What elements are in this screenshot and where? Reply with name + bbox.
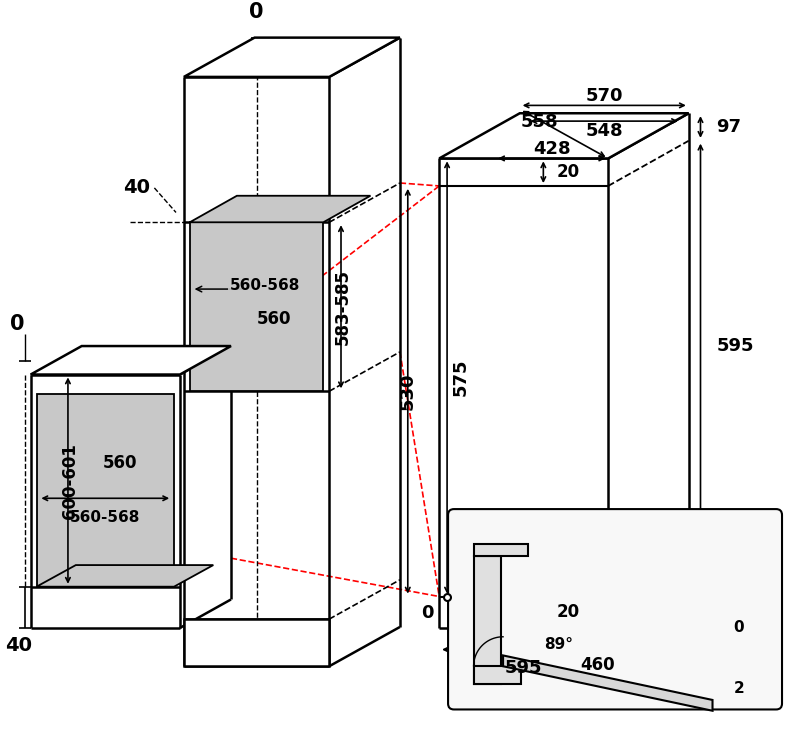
Polygon shape bbox=[30, 346, 231, 375]
Text: 560-568: 560-568 bbox=[70, 510, 141, 525]
Text: 530: 530 bbox=[398, 373, 417, 410]
Text: 560: 560 bbox=[257, 309, 291, 328]
Text: 600-601: 600-601 bbox=[61, 442, 79, 519]
Text: 583-585: 583-585 bbox=[334, 269, 352, 345]
Polygon shape bbox=[190, 222, 323, 391]
Text: 20: 20 bbox=[557, 163, 580, 182]
Text: 595: 595 bbox=[505, 659, 542, 678]
Bar bbox=[184, 619, 330, 666]
Text: 40: 40 bbox=[6, 636, 32, 655]
Text: 570: 570 bbox=[586, 87, 623, 104]
Text: 0: 0 bbox=[250, 2, 264, 22]
Text: 2: 2 bbox=[734, 681, 744, 696]
Polygon shape bbox=[37, 565, 214, 587]
Bar bbox=[474, 666, 521, 684]
Text: 595: 595 bbox=[716, 337, 754, 355]
Text: 20: 20 bbox=[557, 603, 580, 621]
Text: 548: 548 bbox=[586, 122, 623, 140]
Polygon shape bbox=[190, 196, 370, 222]
Text: 428: 428 bbox=[533, 140, 570, 157]
Text: 560: 560 bbox=[103, 454, 138, 472]
Polygon shape bbox=[37, 394, 174, 587]
Bar bbox=[474, 556, 501, 684]
Text: 0: 0 bbox=[421, 604, 434, 623]
Text: 558: 558 bbox=[521, 113, 558, 131]
Bar bbox=[474, 545, 528, 556]
Text: 0: 0 bbox=[734, 620, 744, 635]
Text: 0: 0 bbox=[10, 315, 24, 334]
Polygon shape bbox=[503, 656, 713, 711]
Text: 560-568: 560-568 bbox=[230, 278, 301, 293]
Text: 97: 97 bbox=[716, 118, 742, 136]
Text: 460: 460 bbox=[581, 656, 615, 675]
Text: 575: 575 bbox=[452, 359, 470, 396]
Text: 89°: 89° bbox=[544, 637, 574, 652]
FancyBboxPatch shape bbox=[448, 509, 782, 709]
Polygon shape bbox=[184, 37, 400, 77]
Text: 40: 40 bbox=[123, 179, 150, 198]
Polygon shape bbox=[439, 113, 689, 159]
